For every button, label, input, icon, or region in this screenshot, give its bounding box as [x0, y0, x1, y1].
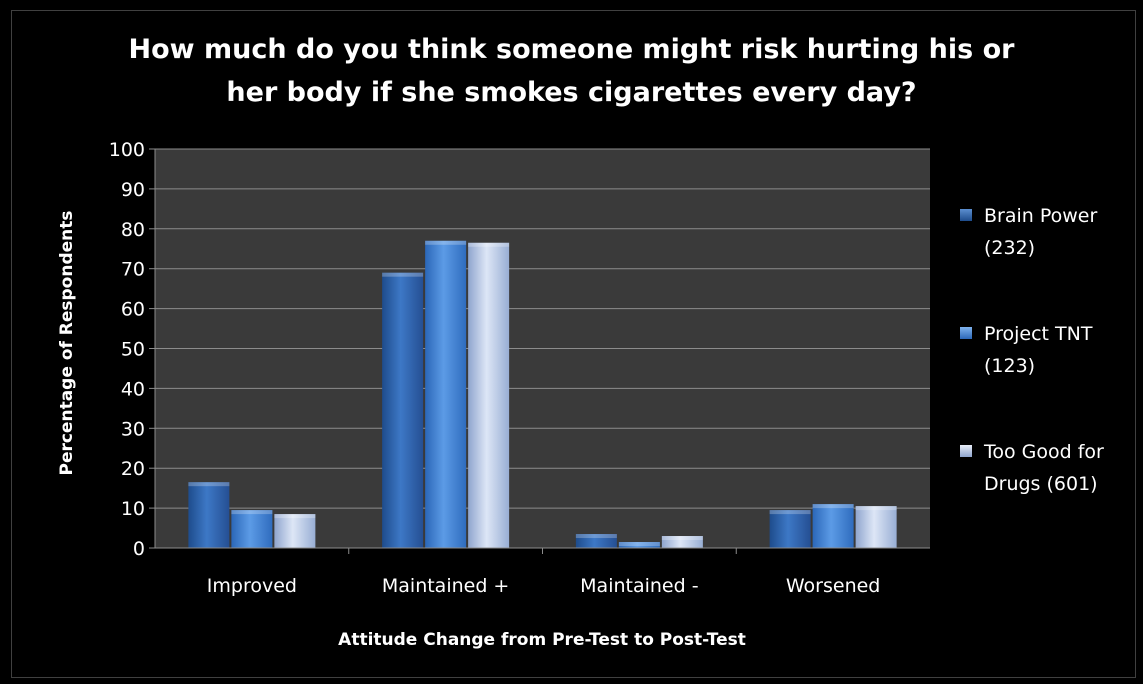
y-axis-label: Percentage of Respondents [57, 210, 77, 476]
bar [855, 506, 897, 548]
bar-top-highlight [231, 510, 273, 515]
bar [769, 510, 811, 548]
y-tick-label: 10 [121, 498, 145, 520]
bar-top-highlight [274, 514, 316, 519]
x-tick-label: Maintained + [382, 575, 509, 597]
y-tick-label: 40 [121, 378, 145, 400]
bar [661, 536, 703, 548]
legend-swatch-too-good-for-drugs [960, 445, 972, 457]
bar-top-highlight [661, 536, 703, 541]
x-axis-label: Attitude Change from Pre-Test to Post-Te… [338, 630, 746, 650]
bar-top-highlight [618, 542, 660, 547]
bar [231, 510, 273, 548]
bar-top-highlight [425, 240, 467, 245]
y-tick-label: 20 [121, 458, 145, 480]
chart-title-line-2: her body if she smokes cigarettes every … [226, 77, 917, 108]
x-tick-label: Improved [207, 575, 297, 597]
y-tick-label: 80 [121, 219, 145, 241]
bar-top-highlight [812, 504, 854, 509]
bar-top-highlight [855, 506, 897, 511]
bar [618, 542, 660, 548]
bar [188, 482, 230, 548]
bar [425, 240, 467, 548]
y-tick-label: 50 [121, 339, 145, 361]
y-tick-label: 60 [121, 299, 145, 321]
y-tick-label: 30 [121, 418, 145, 440]
legend-swatch-project-tnt [960, 327, 972, 339]
bar [468, 242, 510, 548]
bar-top-highlight [468, 242, 510, 247]
y-tick-label: 100 [109, 139, 145, 161]
bar [575, 534, 617, 548]
legend-label-too-good-for-drugs: Too Good for Drugs (601) [984, 441, 1104, 495]
legend-swatch-brain-power [960, 209, 972, 221]
y-tick-label: 90 [121, 179, 145, 201]
chart-title-line-1: How much do you think someone might risk… [128, 34, 1015, 65]
legend-label-project-tnt: Project TNT (123) [984, 323, 1093, 377]
bar [812, 504, 854, 548]
bar-top-highlight [188, 482, 230, 487]
bar-top-highlight [769, 510, 811, 515]
x-tick-label: Maintained - [580, 575, 698, 597]
y-tick-label: 70 [121, 259, 145, 281]
x-tick-label: Worsened [786, 575, 881, 597]
bar-top-highlight [382, 272, 424, 277]
bar [274, 514, 316, 548]
bar [382, 272, 424, 548]
bar-top-highlight [575, 534, 617, 539]
y-tick-label: 0 [133, 538, 145, 560]
legend-label-brain-power: Brain Power (232) [984, 205, 1098, 259]
chart-title: How much do you think someone might risk… [0, 28, 1143, 114]
